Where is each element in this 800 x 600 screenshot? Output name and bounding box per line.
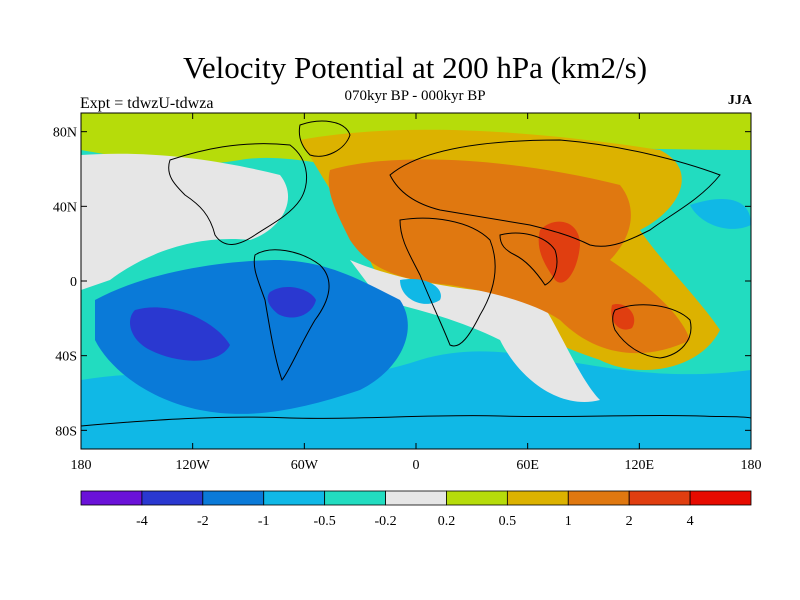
colorbar-label: 1: [565, 514, 572, 529]
colorbar-segment: [385, 490, 447, 506]
colorbar-label: -1: [258, 514, 270, 529]
colorbar-segment: [263, 490, 326, 506]
lon-tick-label: 120W: [176, 458, 211, 473]
colorbar-segment: [324, 490, 386, 506]
longitude-axis: 180 120W 60W 0 60E 120E 180: [71, 113, 762, 473]
colorbar-label: 0.2: [438, 514, 456, 529]
lon-tick-label: 60E: [516, 458, 539, 473]
lat-tick-label: 40S: [55, 350, 77, 365]
lat-tick-label: 80N: [53, 126, 77, 141]
lon-tick-label: 180: [741, 458, 762, 473]
lon-tick-label: 180: [71, 458, 92, 473]
field-cyan-atlantic: [400, 279, 441, 304]
colorbar-segment: [141, 490, 204, 506]
colorbar-label: -0.5: [314, 514, 336, 529]
lon-tick-label: 0: [413, 458, 420, 473]
colorbar-label: -4: [136, 514, 148, 529]
field-gray-west: [81, 153, 289, 290]
field-darkblue-min1: [130, 307, 230, 361]
field-orange-core: [328, 159, 690, 354]
season-label: JJA: [727, 93, 752, 108]
experiment-label: Expt = tdwzU-tdwza: [80, 95, 214, 112]
colorbar-label: 0.5: [499, 514, 517, 529]
field-cyan-pacific: [690, 199, 751, 229]
colorbar-segment: [202, 490, 265, 506]
colorbar-segment: [567, 490, 630, 506]
lat-tick-label: 0: [70, 275, 77, 290]
colorbar-segment: [80, 490, 143, 506]
lon-tick-label: 60W: [291, 458, 319, 473]
lat-tick-label: 40N: [53, 200, 77, 215]
field-darkblue-min2: [267, 286, 316, 318]
colorbar-label: -2: [197, 514, 209, 529]
colorbar-label: 4: [687, 514, 694, 529]
field-blue-south: [95, 260, 408, 414]
lat-tick-label: 80S: [55, 424, 77, 439]
colorbar-segment: [446, 490, 508, 506]
colorbar-label: 2: [626, 514, 633, 529]
colorbar-segment: [628, 490, 691, 506]
colorbar: -4 -2 -1 -0.5 -0.2 0.2 0.5 1 2 4: [80, 490, 752, 529]
coastlines: [81, 120, 751, 427]
lon-tick-label: 120E: [625, 458, 655, 473]
colorbar-segment: [689, 490, 752, 506]
colorbar-segment: [506, 490, 569, 506]
latitude-axis: 80N 40N 0 40S 80S: [53, 126, 751, 439]
field-cyan-south: [81, 351, 751, 449]
chart-subtitle: 070kyr BP - 000kyr BP: [344, 88, 486, 104]
chart-title: Velocity Potential at 200 hPa (km2/s): [182, 50, 648, 85]
map-plot-area: [81, 113, 751, 449]
field-redorange-aus: [611, 304, 635, 330]
colorbar-label: -0.2: [374, 514, 396, 529]
